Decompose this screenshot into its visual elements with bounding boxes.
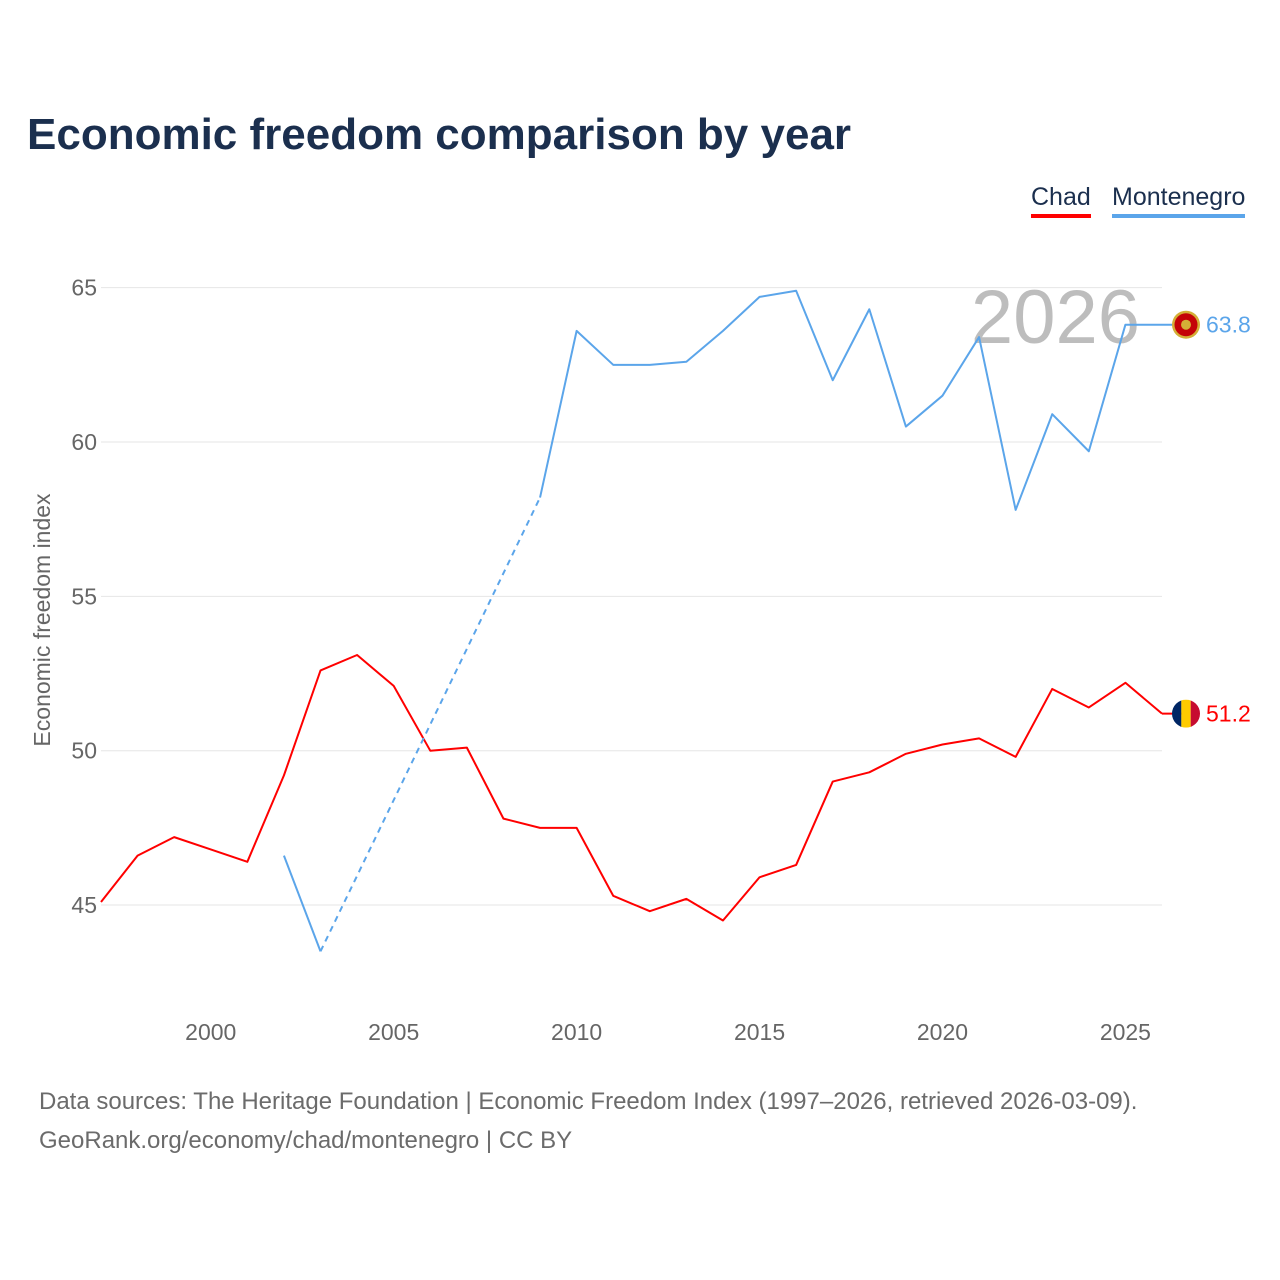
- series-line-chad: [100, 654, 1163, 922]
- x-tick-label: 2020: [917, 1019, 968, 1045]
- x-tick-label: 2000: [185, 1019, 236, 1045]
- montenegro-flag-emblem: [1181, 319, 1191, 330]
- x-tick-label: 2010: [551, 1019, 602, 1045]
- series-line-montenegro: [539, 289, 1162, 511]
- x-tick-label: 2015: [734, 1019, 785, 1045]
- y-tick-label: 55: [71, 583, 97, 609]
- footer-link[interactable]: GeoRank.org/economy/chad/montenegro | CC…: [39, 1127, 573, 1154]
- end-value-label-montenegro: 63.8: [1206, 312, 1251, 338]
- legend-item-chad[interactable]: Chad: [1031, 183, 1091, 218]
- y-tick-label: 45: [71, 892, 97, 918]
- x-tick-label: 2025: [1100, 1019, 1151, 1045]
- y-tick-label: 50: [71, 738, 97, 764]
- footer-sources: Data sources: The Heritage Foundation | …: [39, 1088, 1138, 1115]
- end-value-label-chad: 51.2: [1206, 701, 1251, 727]
- y-tick-label: 60: [71, 429, 97, 455]
- y-tick-label: 65: [71, 275, 97, 301]
- chad-flag-icon: [1172, 699, 1200, 728]
- year-watermark: 2026: [971, 275, 1140, 360]
- series-gap-dashed: [319, 497, 541, 952]
- series-line-montenegro: [282, 855, 322, 952]
- legend-item-montenegro[interactable]: Montenegro: [1112, 183, 1246, 218]
- y-axis-label: Economic freedom index: [29, 493, 55, 747]
- chart-title: Economic freedom comparison by year: [27, 110, 852, 159]
- x-tick-label: 2005: [368, 1019, 419, 1045]
